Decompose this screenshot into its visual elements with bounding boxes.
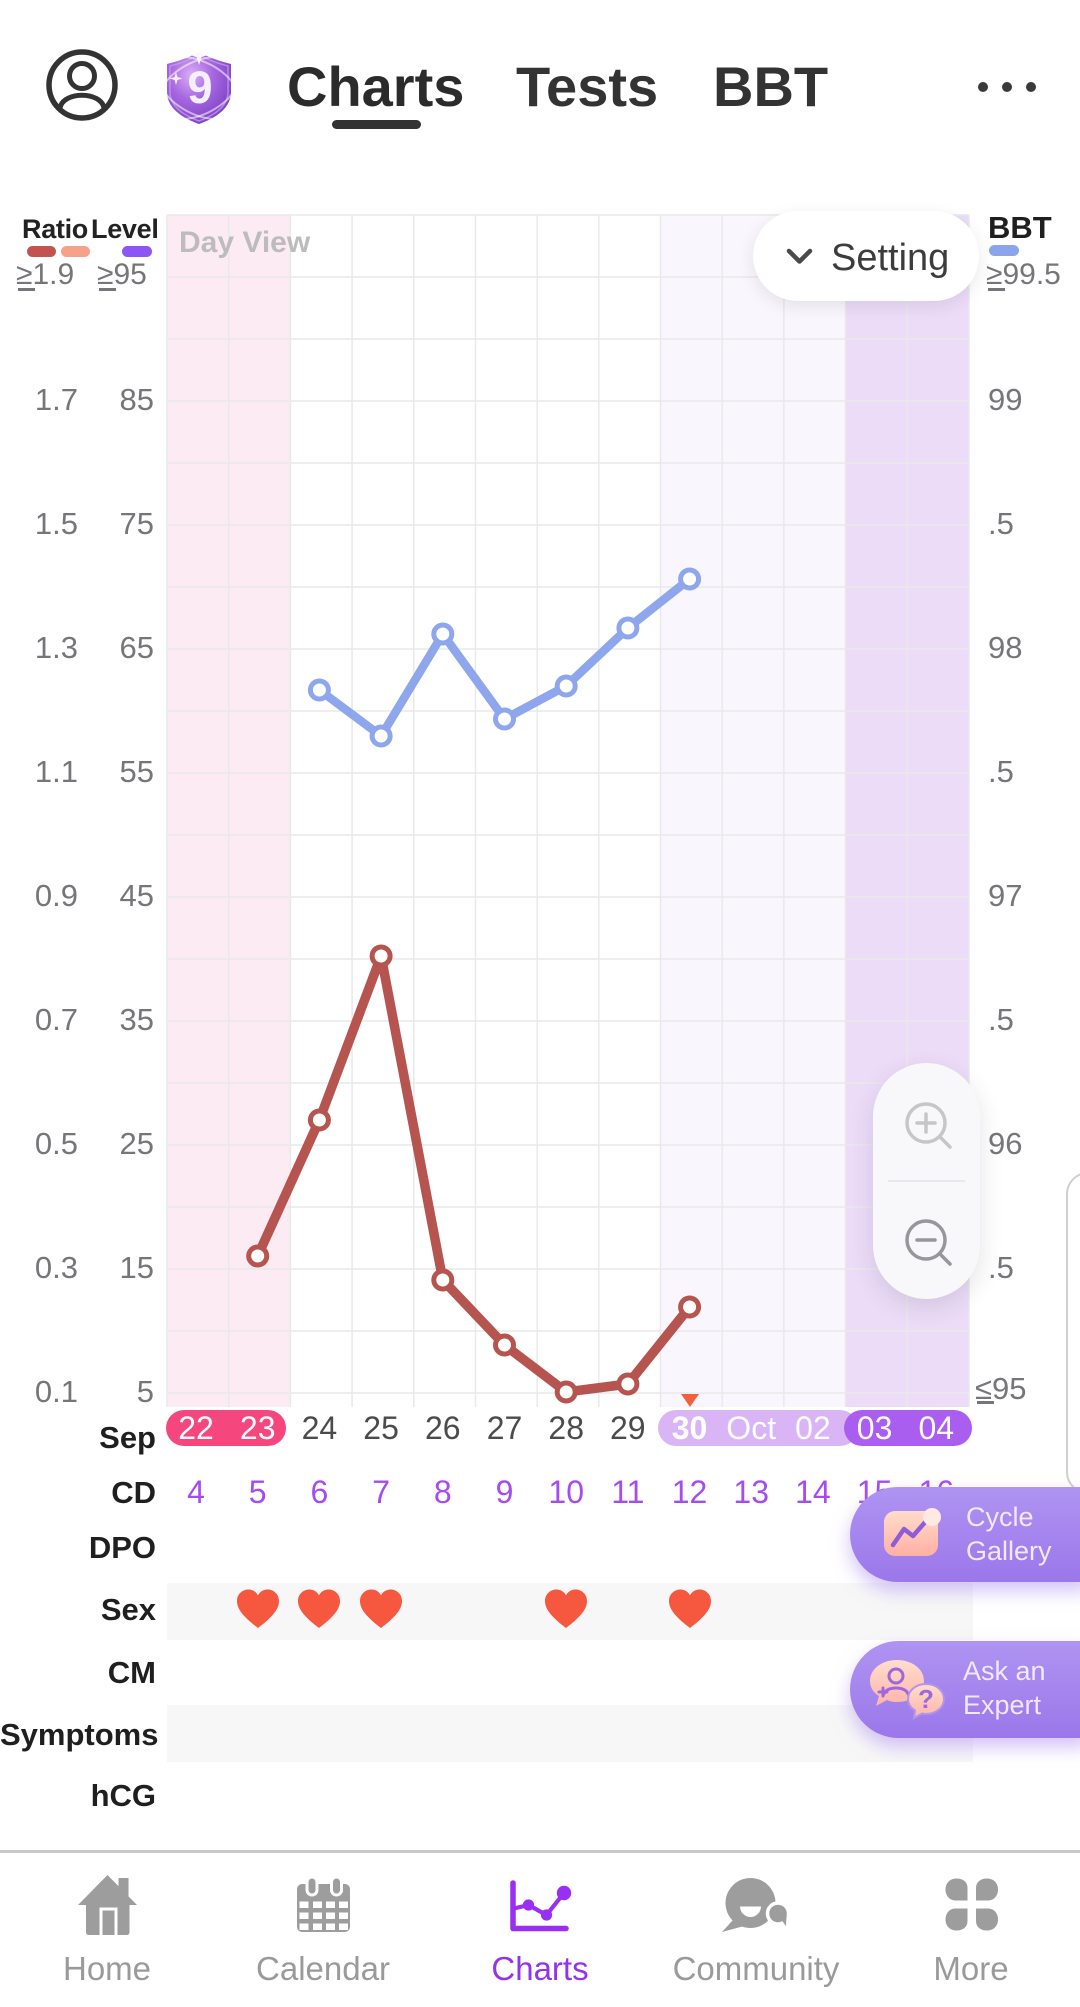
svg-text:?: ? [918, 1684, 934, 1714]
svg-text:9: 9 [187, 62, 212, 113]
